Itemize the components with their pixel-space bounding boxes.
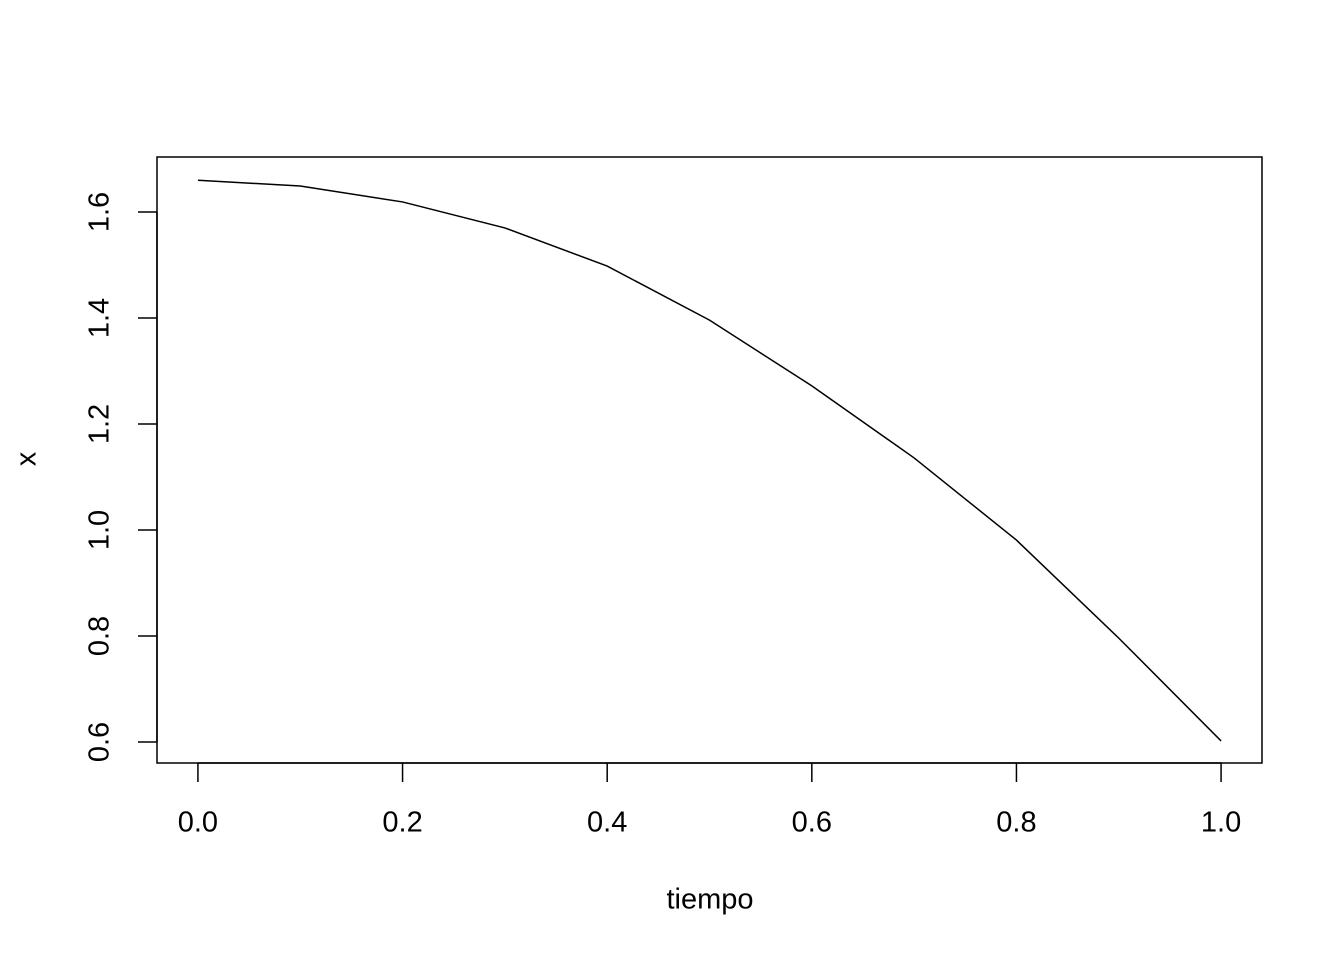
y-tick-label: 1.4 [84,298,116,338]
data-line [197,179,1222,742]
x-tick-label: 0.4 [587,807,627,839]
x-tick-label: 1.0 [1201,807,1241,839]
x-tick-label: 0.8 [996,807,1036,839]
plot-frame [156,156,1263,764]
y-tick-label: 0.6 [84,722,116,762]
y-tick-label: 0.8 [84,616,116,656]
x-tick-label: 0.6 [792,807,832,839]
y-tick-label: 1.0 [84,510,116,550]
x-axis-label: tiempo [666,884,753,916]
x-tick-label: 0.2 [382,807,422,839]
x-tick-label: 0.0 [178,807,218,839]
y-tick-label: 1.6 [84,192,116,232]
y-tick-label: 1.2 [84,404,116,444]
y-axis-label: x [11,451,43,466]
